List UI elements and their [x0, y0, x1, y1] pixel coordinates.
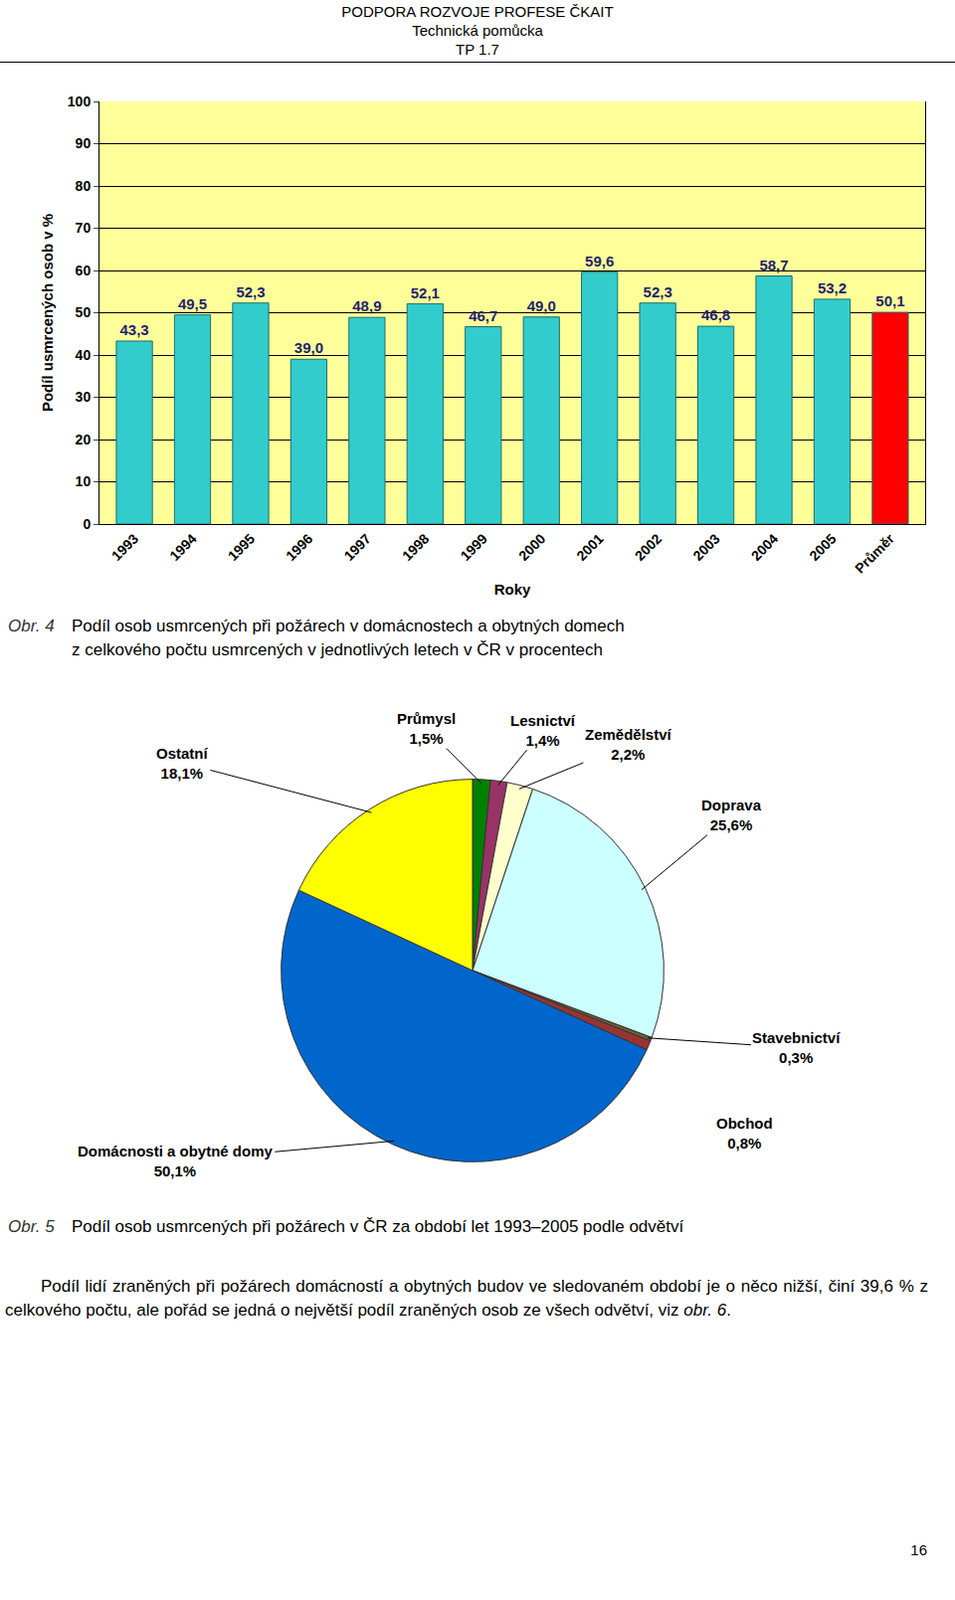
svg-text:50,1: 50,1 [875, 292, 905, 310]
svg-text:43,3: 43,3 [119, 321, 149, 339]
html-text:Podíl lidí zraněných při požár: Podíl lidí zraněných při požárech domácn… [4, 1277, 929, 1321]
svg-text:1995: 1995 [224, 530, 258, 564]
svg-text:2004: 2004 [748, 530, 781, 564]
svg-text:Lesnictví1,4%: Lesnictví1,4% [510, 712, 576, 750]
svg-text:1993: 1993 [108, 530, 142, 564]
svg-text:52,1: 52,1 [410, 284, 440, 302]
svg-text:Stavebnictví0,3%: Stavebnictví0,3% [752, 1029, 841, 1067]
svg-text:Doprava25,6%: Doprava25,6% [701, 796, 763, 834]
svg-text:1998: 1998 [398, 530, 432, 564]
svg-text:1997: 1997 [341, 530, 375, 564]
svg-text:52,3: 52,3 [235, 283, 265, 301]
svg-text:40: 40 [75, 347, 92, 364]
svg-text:2002: 2002 [631, 530, 665, 564]
svg-text:90: 90 [75, 135, 92, 152]
svg-text:Zemědělství2,2%: Zemědělství2,2% [584, 726, 673, 764]
svg-text:100: 100 [67, 93, 92, 110]
svg-text:1994: 1994 [166, 530, 199, 564]
svg-text:49,0: 49,0 [527, 297, 557, 315]
svg-text:52,3: 52,3 [643, 283, 673, 301]
html-text:Obr. 4: Obr. 4 [7, 616, 55, 636]
html-text:z celkového počtu usmrcených v: z celkového počtu usmrcených v jednotliv… [71, 640, 603, 660]
html-text:Technická pomůcka: Technická pomůcka [411, 21, 544, 39]
html-text:TP 1.7: TP 1.7 [455, 40, 500, 58]
html-text:16: 16 [910, 1541, 928, 1559]
svg-text:Domácnosti a obytné domy50,1%: Domácnosti a obytné domy50,1% [77, 1143, 274, 1180]
svg-text:10: 10 [75, 473, 92, 490]
svg-text:Podíl usmrcených osob v %: Podíl usmrcených osob v % [38, 213, 56, 412]
svg-text:2005: 2005 [805, 530, 839, 564]
svg-text:50: 50 [75, 304, 92, 321]
svg-text:Průmysl1,5%: Průmysl1,5% [396, 710, 456, 748]
svg-text:1996: 1996 [282, 530, 316, 564]
html-text:Obr. 5: Obr. 5 [7, 1217, 55, 1237]
svg-text:58,7: 58,7 [759, 256, 788, 274]
svg-text:2001: 2001 [573, 530, 606, 564]
svg-text:53,2: 53,2 [817, 279, 847, 297]
svg-text:46,8: 46,8 [701, 306, 731, 324]
svg-text:70: 70 [75, 219, 92, 236]
svg-text:20: 20 [75, 431, 92, 448]
svg-text:48,9: 48,9 [352, 297, 382, 315]
svg-text:80: 80 [75, 178, 92, 194]
svg-text:49,5: 49,5 [178, 295, 207, 313]
svg-text:Ostatní18,1%: Ostatní18,1% [156, 745, 209, 782]
svg-text:30: 30 [75, 388, 92, 405]
svg-text:Průměr: Průměr [851, 530, 898, 576]
svg-text:2000: 2000 [515, 530, 549, 564]
html-text:Podíl osob usmrcených při požá: Podíl osob usmrcených při požárech v dom… [71, 616, 625, 636]
html-text:PODPORA ROZVOJE PROFESE ČKAIT: PODPORA ROZVOJE PROFESE ČKAIT [341, 2, 614, 20]
svg-text:59,6: 59,6 [584, 252, 614, 270]
svg-text:2003: 2003 [689, 530, 723, 564]
svg-text:Roky: Roky [494, 580, 532, 598]
svg-text:39,0: 39,0 [294, 339, 324, 357]
svg-text:46,7: 46,7 [468, 307, 498, 325]
svg-text:Obchod0,8%: Obchod0,8% [716, 1115, 773, 1152]
html-text:Podíl osob usmrcených při požá: Podíl osob usmrcených při požárech v ČR … [71, 1217, 684, 1237]
svg-text:0: 0 [82, 516, 91, 533]
svg-text:60: 60 [75, 262, 92, 279]
svg-text:1999: 1999 [456, 530, 490, 564]
